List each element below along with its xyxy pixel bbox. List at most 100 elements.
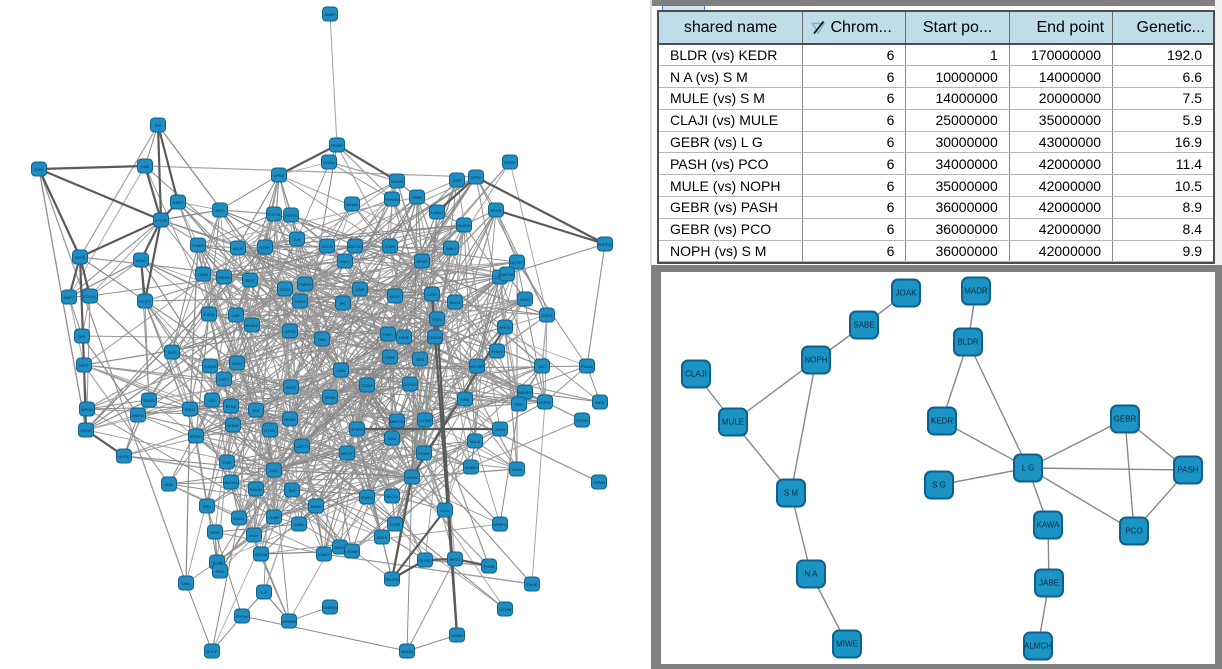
svg-text:LNAR: LNAR — [198, 272, 209, 277]
svg-text:RPMT: RPMT — [416, 259, 428, 264]
svg-text:GNENS: GNENS — [323, 605, 338, 610]
svg-text:MOOL: MOOL — [406, 475, 419, 480]
svg-text:ULTI: ULTI — [538, 364, 546, 369]
svg-text:DAFC: DAFC — [64, 295, 75, 300]
svg-text:BHCF: BHCF — [207, 649, 218, 654]
svg-text:LMOU: LMOU — [431, 210, 443, 215]
svg-text:LJGK: LJGK — [427, 292, 437, 297]
svg-text:ALMCH: ALMCH — [1024, 642, 1052, 651]
svg-text:CUMF: CUMF — [268, 515, 280, 520]
svg-text:OWIE: OWIE — [527, 582, 538, 587]
svg-text:OMK: OMK — [140, 164, 149, 169]
svg-text:WFJSP: WFJSP — [470, 364, 484, 369]
svg-text:UTISL: UTISL — [264, 428, 276, 433]
svg-text:WWFH: WWFH — [458, 223, 471, 228]
svg-text:EPUR: EPUR — [490, 208, 501, 213]
svg-text:OLUKJ: OLUKJ — [419, 558, 432, 563]
svg-text:KGJR: KGJR — [390, 522, 401, 527]
svg-text:ANCSC: ANCSC — [348, 244, 362, 249]
svg-text:CNIL: CNIL — [181, 581, 191, 586]
svg-text:KUI: KUI — [253, 408, 260, 413]
svg-text:MPIT: MPIT — [79, 363, 89, 368]
svg-text:CUJL: CUJL — [440, 508, 451, 513]
svg-text:AMBP: AMBP — [324, 12, 336, 17]
svg-text:IPDDH: IPDDH — [190, 434, 203, 439]
svg-text:WBLI: WBLI — [446, 246, 456, 251]
svg-text:UPBK: UPBK — [274, 173, 285, 178]
svg-text:JUK: JUK — [293, 237, 301, 242]
svg-text:OSTI: OSTI — [219, 377, 228, 382]
svg-text:PRU: PRU — [203, 504, 212, 509]
svg-text:SABE: SABE — [853, 321, 874, 330]
svg-text:EER: EER — [453, 178, 461, 183]
svg-text:SUKJ: SUKJ — [340, 259, 350, 264]
svg-text:IPC: IPC — [340, 301, 347, 306]
svg-text:NIIUN: NIIUN — [450, 300, 461, 305]
svg-text:HOFD: HOFD — [539, 400, 550, 405]
svg-text:CCCI: CCCI — [280, 287, 290, 292]
svg-text:AEGN: AEGN — [401, 649, 412, 654]
svg-text:SPBPC: SPBPC — [493, 522, 507, 527]
svg-text:PHAM: PHAM — [192, 243, 204, 248]
svg-text:WPUD: WPUD — [81, 407, 93, 412]
svg-text:MHBB: MHBB — [451, 633, 463, 638]
svg-text:BRTD: BRTD — [450, 557, 461, 562]
svg-text:LBR: LBR — [232, 313, 240, 318]
svg-text:CLAJI: CLAJI — [685, 370, 707, 379]
svg-text:WSDN: WSDN — [218, 275, 230, 280]
svg-text:NMKD: NMKD — [132, 413, 144, 418]
svg-text:GCUM: GCUM — [499, 607, 511, 612]
svg-text:LUTMI: LUTMI — [419, 418, 431, 423]
svg-text:FHAG: FHAG — [491, 349, 502, 354]
svg-text:CID: CID — [209, 398, 216, 403]
svg-text:TLLM: TLLM — [212, 560, 222, 565]
svg-text:RAJEK: RAJEK — [246, 323, 259, 328]
svg-text:JOAK: JOAK — [896, 289, 918, 298]
svg-text:UPAT: UPAT — [210, 530, 221, 535]
svg-text:SWWS: SWWS — [391, 179, 404, 184]
svg-text:HHOU: HHOU — [118, 454, 130, 459]
svg-text:RJPCN: RJPCN — [598, 242, 611, 247]
svg-text:CRIO: CRIO — [385, 355, 395, 360]
svg-text:ROC: ROC — [216, 208, 225, 213]
svg-text:NFRPE: NFRPE — [350, 427, 364, 432]
svg-text:GCU: GCU — [388, 436, 397, 441]
svg-text:EMUM: EMUM — [250, 487, 262, 492]
svg-text:UAFCT: UAFCT — [295, 444, 309, 449]
svg-text:URGBM: URGBM — [282, 619, 297, 624]
svg-text:DDFE: DDFE — [75, 255, 86, 260]
svg-text:OUGL: OUGL — [233, 516, 245, 521]
svg-text:MULE: MULE — [722, 418, 744, 427]
svg-text:NHHH: NHHH — [227, 423, 239, 428]
svg-text:SIG: SIG — [289, 488, 296, 493]
svg-text:DOSLF: DOSLF — [403, 382, 417, 387]
svg-text:WEOT: WEOT — [341, 451, 354, 456]
svg-text:EWDJ: EWDJ — [361, 495, 372, 500]
svg-text:S G: S G — [932, 481, 946, 490]
svg-text:EAST: EAST — [286, 385, 297, 390]
svg-text:L G: L G — [1022, 464, 1035, 473]
svg-text:MJLA: MJLA — [470, 439, 481, 444]
svg-text:PASH: PASH — [1177, 466, 1198, 475]
svg-text:PIS: PIS — [155, 123, 162, 128]
svg-text:SSKG: SSKG — [541, 313, 552, 318]
svg-text:DAET: DAET — [173, 200, 184, 205]
svg-text:TNGIB: TNGIB — [143, 398, 156, 403]
svg-text:KKHT: KKHT — [390, 294, 401, 299]
svg-text:ORPM: ORPM — [576, 418, 588, 423]
svg-text:OKU: OKU — [318, 337, 327, 342]
svg-text:CNO: CNO — [270, 468, 279, 473]
svg-text:KTPH: KTPH — [260, 245, 271, 250]
svg-text:GGKL: GGKL — [293, 522, 305, 527]
svg-text:DECG: DECG — [321, 244, 333, 249]
svg-text:UTAO: UTAO — [136, 258, 147, 263]
svg-text:WJMH: WJMH — [465, 465, 477, 470]
svg-text:IGACF: IGACF — [318, 552, 331, 557]
svg-text:EJEM: EJEM — [204, 312, 215, 317]
svg-text:CCDIF: CCDIF — [361, 383, 374, 388]
svg-text:FWPL: FWPL — [382, 332, 394, 337]
svg-text:S M: S M — [784, 489, 799, 498]
svg-text:IHJH: IHJH — [250, 533, 259, 538]
svg-text:DRI: DRI — [79, 334, 86, 339]
svg-text:ACGI: ACGI — [232, 361, 242, 366]
